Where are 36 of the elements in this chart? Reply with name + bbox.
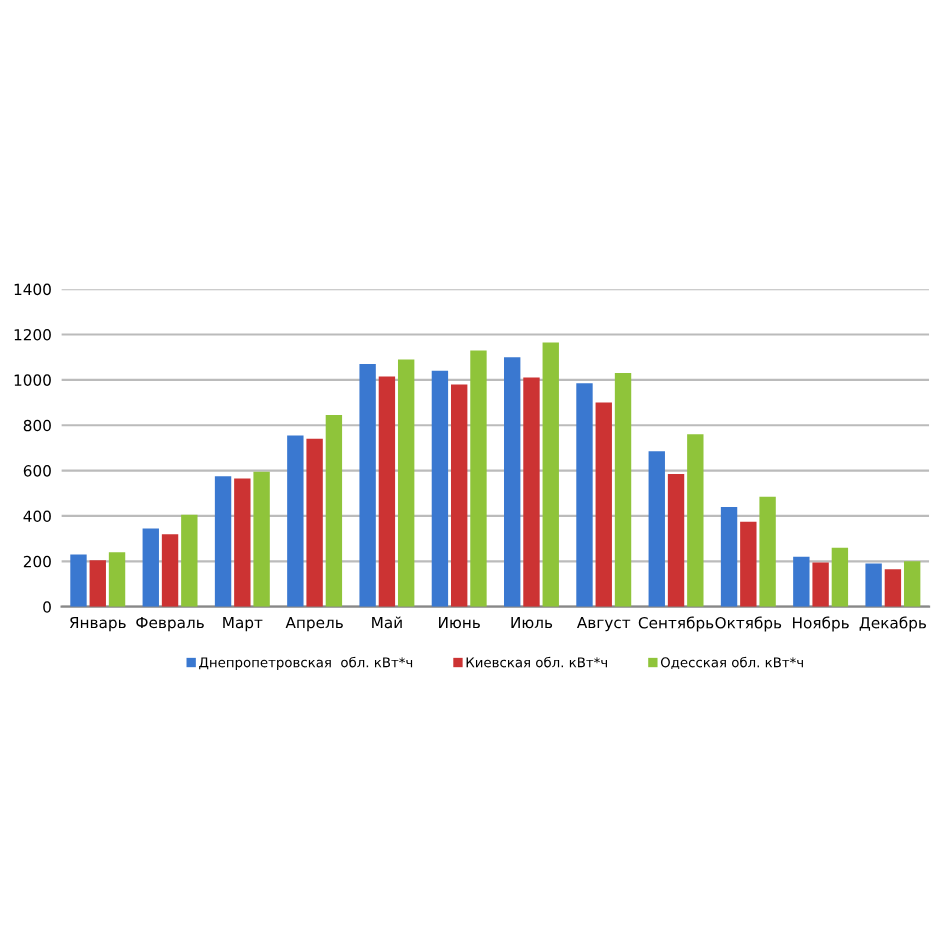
bar — [142, 528, 159, 607]
bar — [214, 476, 232, 607]
bar — [720, 506, 738, 607]
bar — [740, 521, 757, 607]
bar — [865, 563, 882, 607]
bar — [831, 547, 849, 607]
bar — [903, 561, 921, 607]
bar — [812, 562, 829, 607]
bar — [523, 377, 540, 607]
bar — [614, 373, 632, 607]
bar — [378, 376, 396, 607]
bar — [161, 534, 179, 607]
bar — [108, 552, 126, 607]
bar — [359, 364, 376, 607]
bar — [470, 350, 487, 607]
bar — [793, 556, 810, 607]
bar — [687, 434, 704, 607]
bar — [648, 451, 665, 607]
bar — [667, 474, 685, 607]
bar — [89, 560, 106, 607]
bar — [253, 471, 270, 607]
bar — [504, 357, 521, 607]
bar — [759, 496, 776, 607]
bar — [70, 554, 87, 607]
bar — [325, 415, 343, 607]
bar — [884, 569, 902, 607]
bar — [287, 435, 304, 607]
bar — [234, 478, 251, 607]
bar — [451, 384, 468, 607]
bar — [431, 370, 449, 607]
bar — [595, 402, 612, 607]
bar — [542, 342, 559, 607]
bar — [576, 383, 593, 607]
bar — [181, 514, 198, 607]
bar — [397, 359, 415, 607]
bar — [306, 438, 323, 607]
